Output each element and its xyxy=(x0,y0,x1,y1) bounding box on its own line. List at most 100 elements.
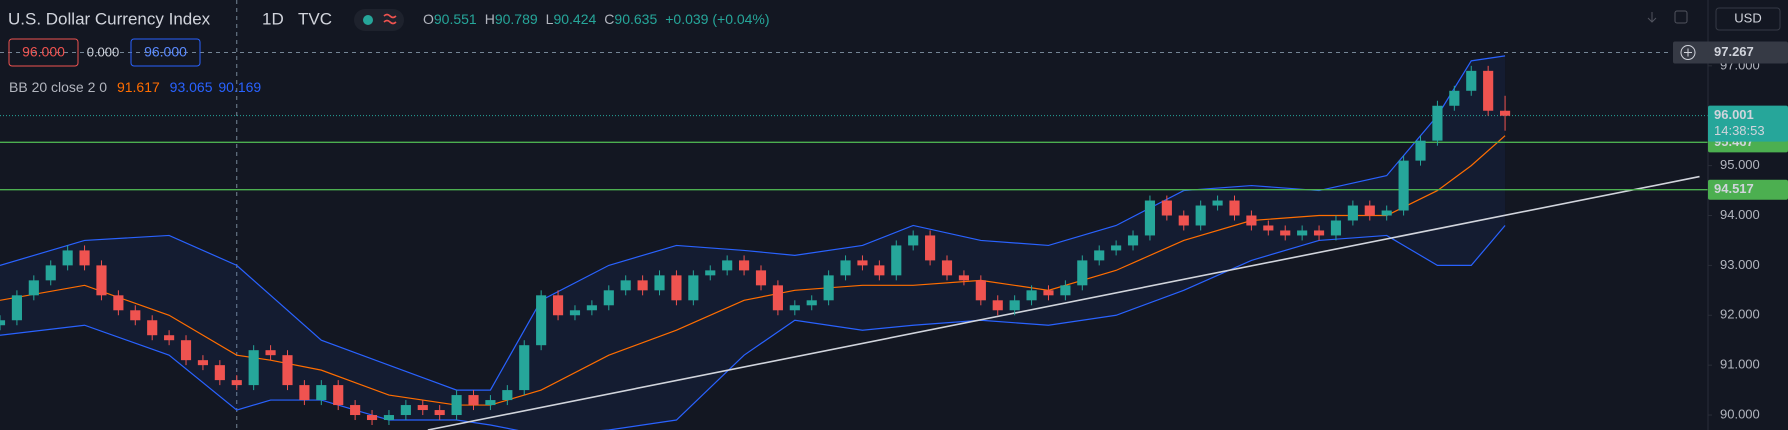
level-label: 94.517 xyxy=(1714,181,1754,196)
sell-button[interactable] xyxy=(8,38,79,67)
currency: USD xyxy=(1734,10,1761,25)
indicator-name: BB 20 close 2 0 xyxy=(9,79,107,95)
source: TVC xyxy=(298,9,332,28)
candle-body xyxy=(502,390,513,401)
currency-button[interactable] xyxy=(1715,7,1781,31)
candle-body xyxy=(1398,160,1409,211)
ohlc-value: 90.424 xyxy=(553,11,596,27)
candle-body xyxy=(1280,230,1291,236)
candle-body xyxy=(1415,140,1426,161)
candle-body xyxy=(248,350,259,386)
ohlc-label: H xyxy=(485,11,495,27)
candle-body xyxy=(1449,90,1460,106)
candle-body xyxy=(1043,290,1054,296)
indicator-basis: 91.617 xyxy=(117,79,160,95)
buy-button[interactable] xyxy=(130,38,201,67)
candle-body xyxy=(282,355,293,386)
candle-body xyxy=(908,235,919,246)
candle-body xyxy=(603,290,614,306)
candle-body xyxy=(265,350,276,356)
candle-body xyxy=(96,265,107,296)
candle-body xyxy=(333,385,344,406)
chart-title: U.S. Dollar Currency Index xyxy=(8,9,211,28)
band-lower xyxy=(0,225,1506,430)
price-axis-labels: 90.000 91.000 92.000 93.000 94.000 95.000 96.0… xyxy=(1673,41,1788,421)
band-fill xyxy=(0,55,1506,430)
candle-body xyxy=(147,320,158,336)
level-label-bg xyxy=(1708,179,1788,200)
candle-body xyxy=(891,245,902,276)
candle-body xyxy=(400,405,411,416)
candle-body xyxy=(1432,105,1443,141)
last-price-label: 96.001 xyxy=(1714,107,1754,122)
candle-body xyxy=(1009,300,1020,311)
candle-body xyxy=(806,300,817,306)
candle-body xyxy=(299,385,310,401)
candle-body xyxy=(62,250,73,266)
y-tick-label: 95.000 xyxy=(1720,157,1760,172)
candle-body xyxy=(789,305,800,311)
indicator-upper: 93.065 xyxy=(170,79,213,95)
candle-body xyxy=(941,260,953,276)
crosshair-price-bg xyxy=(1673,41,1788,64)
candle-body xyxy=(755,270,767,286)
band-basis xyxy=(0,135,1506,406)
ohlc-legend: O90.551 H90.789 L90.424 C90.635 +0.039 (+0.0… xyxy=(423,11,770,27)
ohlc-label: O xyxy=(423,11,434,27)
candle-body xyxy=(569,310,581,316)
y-tick-label: 93.000 xyxy=(1720,257,1760,272)
candle-body xyxy=(1026,290,1037,301)
candle-body xyxy=(383,415,395,421)
add-alert-button[interactable] xyxy=(1680,45,1696,61)
candle-body xyxy=(366,415,378,421)
candle-body xyxy=(1178,215,1189,226)
interval[interactable]: 1D xyxy=(262,9,284,28)
ohlc-value: 90.789 xyxy=(495,11,538,27)
status-pill[interactable] xyxy=(354,9,404,31)
ohlc-label: L xyxy=(546,11,554,27)
fullscreen-icon[interactable] xyxy=(1674,10,1688,24)
candle-body xyxy=(1466,70,1477,91)
indicator-legend: BB 20 close 2 0 91.617 93.065 90.169 xyxy=(9,79,261,95)
candle-body xyxy=(688,275,699,301)
candle-body xyxy=(197,360,209,366)
candle-body xyxy=(1364,205,1375,216)
y-tick-label: 91.000 xyxy=(1720,357,1760,372)
candle-body xyxy=(45,265,56,281)
candle-body xyxy=(1330,220,1342,236)
candle-body xyxy=(705,270,716,276)
candle-body xyxy=(180,340,192,361)
y-tick-label: 94.000 xyxy=(1720,207,1760,222)
plot-area xyxy=(0,0,1708,430)
candle-body xyxy=(519,345,530,391)
candle-body xyxy=(164,335,175,341)
download-icon[interactable] xyxy=(1647,12,1657,23)
data-status-icon xyxy=(383,13,397,25)
candle-body xyxy=(1161,200,1172,216)
price-axis xyxy=(1708,0,1788,430)
last-price-bg xyxy=(1708,105,1788,142)
candle-body xyxy=(857,260,868,266)
candle-body xyxy=(1483,70,1494,111)
y-tick-label: 92.000 xyxy=(1720,307,1760,322)
candle-body xyxy=(1195,205,1206,226)
candle-body xyxy=(772,285,783,311)
market-status-icon xyxy=(363,15,373,25)
candle-body xyxy=(992,300,1003,311)
candle-body xyxy=(113,295,124,311)
plus-icon xyxy=(1684,48,1692,57)
candle-body xyxy=(637,280,648,291)
candle-body xyxy=(1127,235,1139,246)
candle-body xyxy=(468,395,479,406)
candle-body xyxy=(840,260,851,276)
candle-body xyxy=(79,250,90,266)
ohlc-value: 90.635 xyxy=(614,11,657,27)
candle-body xyxy=(28,280,39,296)
candle-body xyxy=(1060,285,1071,296)
candle-body xyxy=(1313,230,1325,236)
candle-body xyxy=(671,275,682,301)
candle-body xyxy=(722,260,733,271)
candle-body xyxy=(417,405,428,411)
crosshair-price-label: 97.267 xyxy=(1714,44,1754,59)
